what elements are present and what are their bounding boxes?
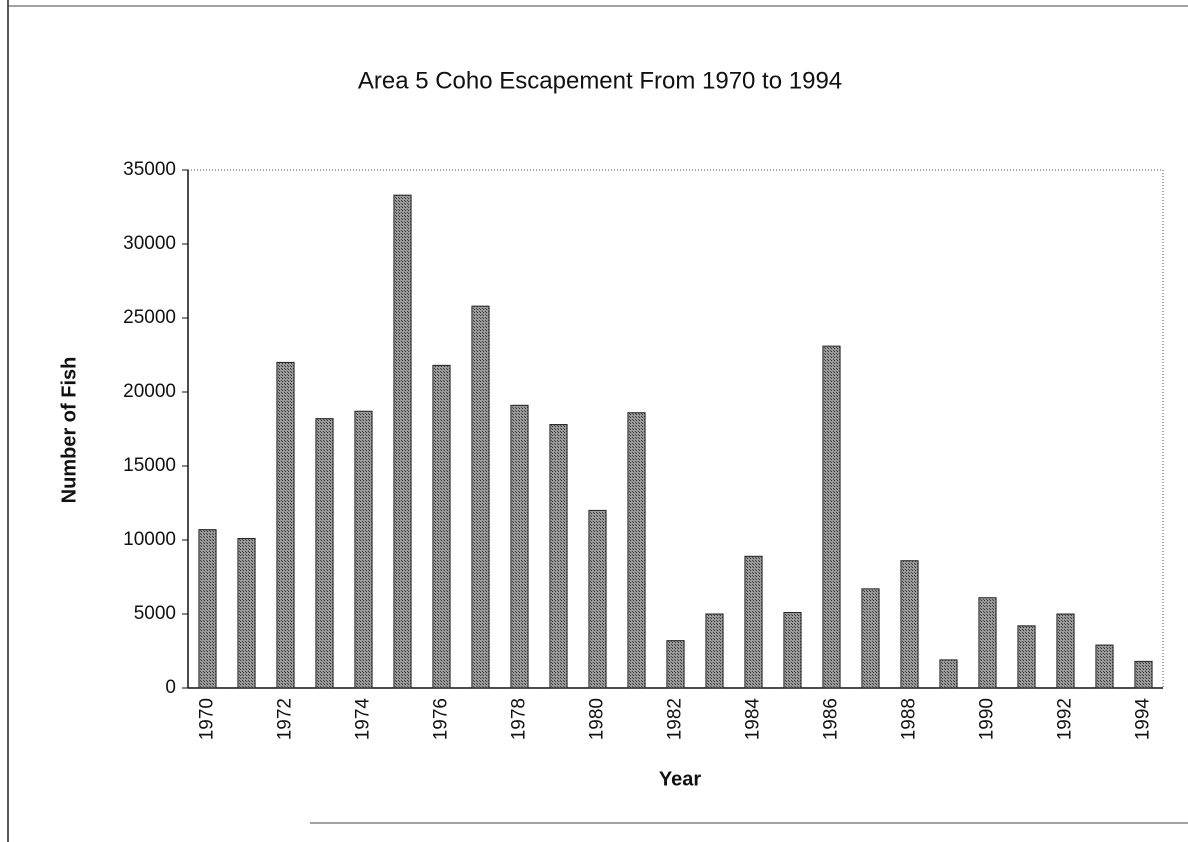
- bar: [861, 588, 880, 689]
- bar: [549, 424, 568, 689]
- x-tick-label: 1986: [821, 698, 842, 740]
- x-tick-label: 1974: [353, 698, 374, 741]
- y-tick-label: 20000: [123, 381, 176, 402]
- bar: [744, 555, 763, 689]
- bar: [276, 361, 295, 689]
- bar: [1056, 613, 1075, 689]
- bar: [432, 364, 451, 689]
- x-axis-title: Year: [659, 768, 701, 790]
- y-tick-label: 15000: [123, 455, 176, 476]
- x-tick-label: 1972: [275, 698, 296, 740]
- bar: [315, 418, 334, 689]
- bar: [237, 538, 256, 689]
- x-tick-label: 1978: [509, 698, 530, 740]
- bar: [822, 345, 841, 689]
- bar: [1017, 625, 1036, 689]
- bar: [1095, 644, 1114, 689]
- x-tick-label: 1992: [1055, 698, 1076, 740]
- y-tick-label: 5000: [134, 603, 176, 624]
- bar: [627, 412, 646, 689]
- y-tick-label: 30000: [123, 233, 176, 254]
- y-tick-label: 25000: [123, 307, 176, 328]
- bar: [1134, 660, 1153, 689]
- x-tick-label: 1970: [197, 698, 218, 740]
- x-tick-label: 1976: [431, 698, 452, 740]
- bar: [471, 305, 490, 689]
- y-axis-title: Number of Fish: [58, 357, 80, 504]
- x-tick-label: 1980: [587, 698, 608, 740]
- y-tick-label: 10000: [123, 529, 176, 550]
- x-tick-label: 1984: [743, 698, 764, 741]
- y-tick-label: 0: [165, 677, 176, 698]
- bar: [783, 612, 802, 689]
- x-tick-label: 1988: [899, 698, 920, 740]
- x-tick-label: 1994: [1133, 698, 1154, 741]
- bar: [198, 529, 217, 689]
- x-tick-label: 1982: [665, 698, 686, 740]
- bar: [393, 194, 412, 689]
- bar: [588, 509, 607, 689]
- x-tick-label: 1990: [977, 698, 998, 740]
- bar: [705, 613, 724, 689]
- bar: [939, 659, 958, 689]
- bar: [510, 404, 529, 689]
- chart-title: Area 5 Coho Escapement From 1970 to 1994: [358, 67, 842, 94]
- bar: [354, 410, 373, 689]
- bar: [666, 640, 685, 689]
- bar: [900, 560, 919, 689]
- bar: [978, 597, 997, 689]
- y-tick-label: 35000: [123, 159, 176, 180]
- plot-frame: [187, 169, 1164, 689]
